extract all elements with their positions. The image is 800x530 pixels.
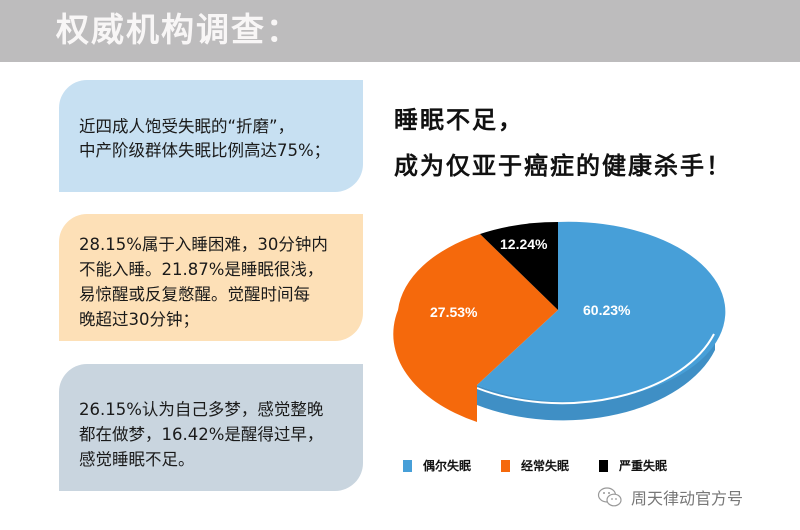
legend-label: 严重失眠 xyxy=(619,459,668,473)
legend-swatch xyxy=(501,459,511,472)
legend-item-frequent: 经常失眠 xyxy=(501,457,569,474)
legend-item-occasional: 偶尔失眠 xyxy=(403,457,471,474)
legend-swatch xyxy=(403,459,412,472)
survey-card-1: 近四成人饱受失眠的“折磨”， 中产阶级群体失眠比例高达75%； xyxy=(59,80,363,192)
survey-card-2: 28.15%属于入睡困难，30分钟内 不能入睡。21.87%是睡眠很浅， 易惊醒… xyxy=(59,214,363,341)
card-line: 中产阶级群体失眠比例高达75%； xyxy=(79,141,331,160)
header-title: 权威机构调查： xyxy=(56,10,301,49)
legend-label: 经常失眠 xyxy=(521,459,570,473)
watermark: 周天律动官方号 xyxy=(597,485,743,509)
pie-slice-frequent xyxy=(393,234,558,422)
legend-item-severe: 严重失眠 xyxy=(599,457,667,474)
headline-line-2: 成为仅亚于癌症的健康杀手！ xyxy=(394,152,732,180)
pie-slice-occasional xyxy=(477,221,726,402)
card-line: 不能入睡。21.87%是睡眠很浅， xyxy=(79,260,324,279)
card-line: 28.15%属于入睡困难，30分钟内 xyxy=(79,235,328,254)
headline-line-1: 睡眠不足， xyxy=(394,106,524,134)
pie-label-frequent: 27.53% xyxy=(430,304,478,320)
pie-slice-severe xyxy=(480,221,558,310)
card-line: 易惊醒或反复憋醒。觉醒时间每 xyxy=(79,285,310,304)
wechat-icon xyxy=(597,487,622,507)
pie-label-severe: 12.24% xyxy=(500,236,548,252)
pie-slice-side-blue xyxy=(477,330,715,421)
pie-chart-graphic xyxy=(393,221,726,422)
pie-chart: 60.23% 27.53% 12.24% xyxy=(380,210,740,450)
legend-swatch xyxy=(599,459,609,472)
card-line: 近四成人饱受失眠的“折磨”， xyxy=(79,117,295,136)
pie-rim xyxy=(476,333,715,405)
card-line: 感觉睡眠不足。 xyxy=(79,450,195,469)
header-banner: 权威机构调查： xyxy=(0,0,800,62)
pie-label-occasional: 60.23% xyxy=(583,302,631,318)
survey-card-3: 26.15%认为自己多梦，感觉整晚 都在做梦，16.42%是醒得过早， 感觉睡眠… xyxy=(59,364,363,491)
watermark-text: 周天律动官方号 xyxy=(631,489,744,508)
card-line: 26.15%认为自己多梦，感觉整晚 xyxy=(79,400,324,419)
legend-label: 偶尔失眠 xyxy=(423,459,472,473)
chart-legend: 偶尔失眠 经常失眠 严重失眠 xyxy=(403,457,697,474)
card-line: 晚超过30分钟； xyxy=(79,310,199,329)
card-line: 都在做梦，16.42%是醒得过早， xyxy=(79,425,324,444)
